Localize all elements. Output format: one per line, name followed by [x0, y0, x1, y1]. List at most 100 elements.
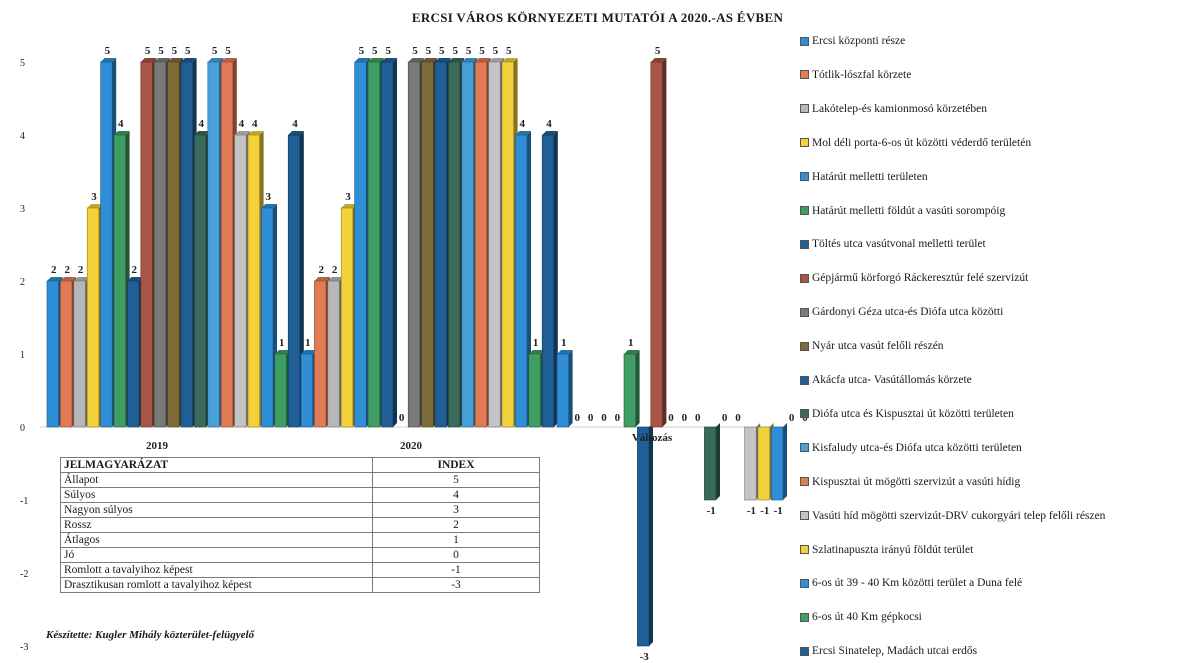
legend-label: Kisfaludy utca-és Diófa utca közötti ter…: [812, 441, 1022, 454]
legend-item: 6-os út 39 - 40 Km közötti terület a Dun…: [800, 575, 1022, 591]
data-label: 2: [318, 264, 324, 276]
data-label: 5: [225, 45, 231, 57]
table-cell-label: Súlyos: [60, 487, 373, 503]
bar-2020-9-top: [408, 58, 424, 62]
table-row: Jó 0: [60, 547, 540, 563]
bar-2019-10-top: [167, 58, 184, 62]
legend-item: Kisfaludy utca-és Diófa utca közötti ter…: [800, 440, 1022, 456]
data-label: 0: [735, 412, 741, 424]
data-label: 2: [131, 264, 137, 276]
data-label: 4: [519, 118, 525, 130]
table-cell-index: 0: [372, 547, 540, 563]
data-label: 1: [628, 337, 634, 349]
bar-2019-6-top: [114, 131, 130, 135]
data-label: 5: [158, 45, 164, 57]
table-cell-index: -3: [372, 577, 540, 593]
data-label: 5: [412, 45, 418, 57]
table-header-row: JELMAGYARÁZAT INDEX: [60, 457, 540, 473]
data-label: 4: [292, 118, 298, 130]
legend-swatch: [800, 409, 809, 419]
legend-swatch: [800, 477, 809, 487]
bar-2019-18-top: [274, 350, 291, 354]
bar-2019-17: [261, 207, 274, 428]
legend-item: Gárdonyi Géza utca-és Diófa utca közötti: [800, 304, 1003, 320]
bar-2020-7: [381, 61, 394, 428]
bar-2020-6-top: [368, 58, 384, 62]
bar-2020-14: [474, 61, 488, 428]
bar-2020-11-top: [435, 58, 451, 62]
bar-2020-3: [327, 280, 340, 428]
data-label: -1: [747, 505, 756, 517]
bar-2019-10: [167, 61, 180, 428]
data-label: 0: [615, 412, 621, 424]
bar-v-ltoz-s-12-side: [716, 423, 720, 500]
bar-2020-15-top: [488, 58, 505, 62]
bar-2020-17: [515, 134, 528, 428]
data-label: 4: [546, 118, 552, 130]
bar-v-ltoz-s-15: [744, 426, 757, 501]
data-label: 5: [105, 45, 111, 57]
data-label: 0: [601, 412, 607, 424]
category-label: 2020: [400, 440, 423, 452]
y-tick-label: 3: [20, 204, 25, 215]
bar-2020-12-top: [448, 58, 464, 62]
legend-label: Mol déli porta-6-os út közötti véderdő t…: [812, 136, 1032, 149]
bar-2020-2: [314, 280, 327, 428]
bar-2020-1: [300, 353, 313, 428]
legend-swatch: [800, 206, 809, 215]
bar-2019-11: [180, 61, 193, 428]
table-cell-label: Nagyon súlyos: [60, 502, 373, 518]
bar-2020-1-top: [301, 350, 317, 354]
table-header-index: INDEX: [372, 457, 540, 473]
table-cell-index: 5: [372, 472, 540, 488]
category-label: 2019: [146, 440, 169, 452]
legend-swatch: [800, 307, 809, 317]
y-tick-label: -3: [20, 642, 28, 653]
bar-2020-18-top: [528, 350, 545, 354]
index-legend-table: JELMAGYARÁZAT INDEX Állapot 5 Súlyos 4 Nagyo…: [60, 457, 540, 593]
data-label: 5: [185, 45, 191, 57]
bar-2020-19-top: [542, 131, 558, 135]
table-cell-label: Átlagos: [60, 532, 373, 548]
table-cell-index: 4: [372, 487, 540, 503]
legend-item: Szlatinapuszta irányú földút terület: [800, 542, 973, 558]
table-cell-index: -1: [372, 562, 540, 578]
bar-2019-13: [207, 61, 220, 428]
data-label: 5: [385, 45, 391, 57]
data-label: 5: [479, 45, 485, 57]
table-row: Romlott a tavalyihoz képest -1: [60, 562, 540, 578]
bar-2019-14-top: [221, 58, 237, 62]
y-tick-label: -2: [20, 569, 28, 580]
bar-2020-16: [501, 61, 514, 428]
bar-2019-4: [86, 207, 100, 428]
bar-2020-5: [354, 61, 367, 428]
bar-2020-10: [421, 61, 434, 428]
table-row: Súlyos 4: [60, 487, 540, 503]
data-label: 4: [239, 118, 245, 130]
table-row: Állapot 5: [60, 472, 540, 488]
bar-2019-1-top: [47, 277, 63, 281]
bar-2019-14: [220, 61, 234, 428]
table-row: Drasztikusan romlott a tavalyihoz képest…: [60, 577, 540, 593]
bar-2019-5: [100, 61, 113, 428]
bar-2020-12: [448, 61, 461, 428]
bar-2020-17-top: [515, 131, 531, 135]
legend-swatch: [800, 375, 809, 385]
bar-2020-11: [434, 61, 447, 428]
legend-item: Határút melletti földút a vasúti sorompó…: [800, 203, 1005, 219]
legend-label: Gárdonyi Géza utca-és Diófa utca közötti: [812, 306, 1004, 319]
y-tick-label: 5: [20, 58, 25, 69]
table-cell-label: Drasztikusan romlott a tavalyihoz képest: [60, 577, 373, 593]
bar-2019-15: [234, 134, 247, 428]
legend-label: Nyár utca vasút felőli részén: [812, 340, 944, 353]
legend-label: Tótlik-lószfal körzete: [812, 68, 912, 81]
bar-v-ltoz-s-17-side: [783, 423, 787, 500]
data-label: 4: [118, 118, 124, 130]
data-label: 3: [91, 191, 97, 203]
legend-swatch: [800, 612, 809, 622]
legend-label: Kispusztai út mögötti szervizút a vasúti…: [812, 475, 1021, 488]
data-label: 2: [332, 264, 338, 276]
bar-2019-9: [153, 61, 167, 428]
legend-swatch: [800, 646, 809, 656]
data-label: 1: [279, 337, 285, 349]
